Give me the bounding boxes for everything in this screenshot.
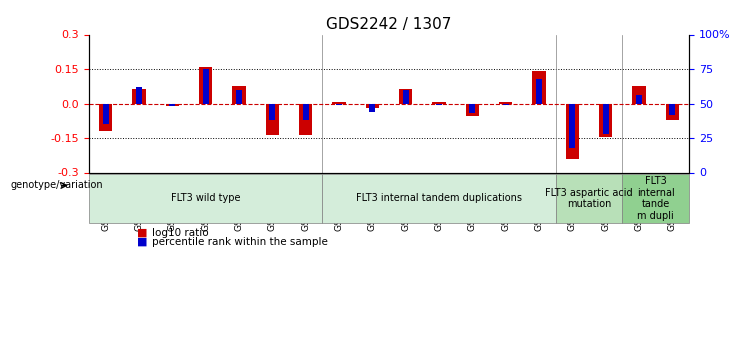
Bar [436, 104, 442, 105]
Bar [433, 102, 446, 103]
Bar [369, 104, 376, 112]
Text: FLT3 wild type: FLT3 wild type [171, 194, 240, 203]
Text: FLT3 internal tandem duplications: FLT3 internal tandem duplications [356, 194, 522, 203]
Bar [202, 69, 209, 104]
Bar [532, 71, 545, 104]
Bar [102, 104, 109, 124]
Text: genotype/variation: genotype/variation [11, 180, 104, 190]
Bar [136, 87, 142, 104]
Bar [199, 67, 212, 104]
Bar [336, 104, 342, 105]
Bar [569, 104, 576, 148]
Bar [469, 104, 476, 113]
Text: ■: ■ [137, 228, 147, 238]
Bar [502, 104, 509, 105]
Bar [632, 86, 645, 104]
Bar [402, 90, 409, 104]
Bar [265, 104, 279, 135]
Bar [99, 104, 113, 131]
FancyBboxPatch shape [322, 174, 556, 223]
Bar [299, 104, 313, 135]
Bar [302, 104, 309, 120]
Bar [602, 104, 609, 134]
Text: log10 ratio: log10 ratio [152, 228, 208, 238]
Text: percentile rank within the sample: percentile rank within the sample [152, 237, 328, 247]
Bar [236, 90, 242, 104]
FancyBboxPatch shape [556, 174, 622, 223]
Bar [599, 104, 612, 137]
Bar [536, 79, 542, 103]
Text: FLT3 aspartic acid
mutation: FLT3 aspartic acid mutation [545, 188, 633, 209]
Bar [133, 89, 145, 104]
Bar [232, 86, 246, 104]
Bar [636, 95, 642, 104]
Bar [332, 102, 345, 103]
Bar [669, 104, 676, 115]
Bar [165, 104, 179, 106]
FancyBboxPatch shape [89, 174, 322, 223]
Text: ■: ■ [137, 237, 147, 247]
FancyBboxPatch shape [622, 174, 689, 223]
Bar [269, 104, 276, 120]
Bar [466, 104, 479, 116]
Bar [169, 104, 176, 106]
Bar [566, 104, 579, 159]
Bar [365, 104, 379, 108]
Bar [399, 89, 412, 104]
Bar [665, 104, 679, 120]
Title: GDS2242 / 1307: GDS2242 / 1307 [326, 17, 452, 32]
Text: FLT3
internal
tande
m dupli: FLT3 internal tande m dupli [637, 176, 674, 221]
Bar [499, 102, 512, 103]
